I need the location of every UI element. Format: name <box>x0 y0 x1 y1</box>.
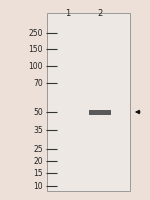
Bar <box>89 110 111 115</box>
Text: 10: 10 <box>33 182 43 191</box>
Text: 15: 15 <box>33 169 43 178</box>
Text: 2: 2 <box>97 9 103 18</box>
Text: 20: 20 <box>33 157 43 166</box>
Text: 50: 50 <box>33 108 43 117</box>
Text: 150: 150 <box>28 45 43 54</box>
Text: 1: 1 <box>65 9 71 18</box>
Text: 100: 100 <box>28 62 43 71</box>
Text: 35: 35 <box>33 126 43 135</box>
Bar <box>47 14 130 191</box>
Text: 250: 250 <box>28 29 43 38</box>
Text: 70: 70 <box>33 79 43 88</box>
Text: 25: 25 <box>33 145 43 154</box>
